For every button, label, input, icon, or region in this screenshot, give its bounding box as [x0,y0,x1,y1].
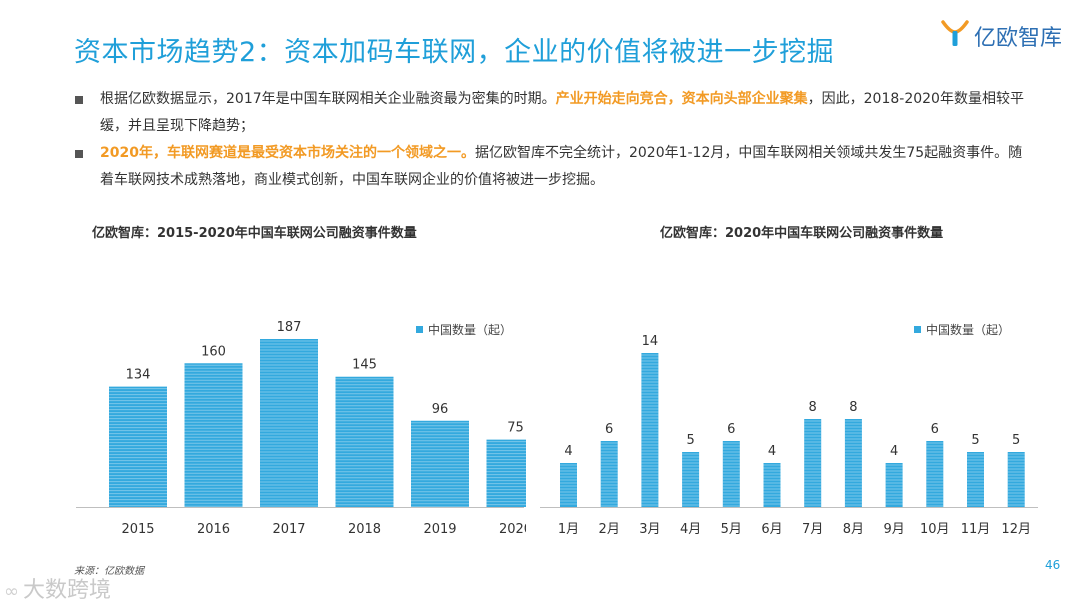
data-label: 6 [931,422,939,437]
x-tick-label: 1月 [558,522,579,537]
bar [926,441,944,507]
x-tick-label: 4月 [680,522,701,537]
x-tick-label: 6月 [761,522,782,537]
bar [682,452,700,507]
data-label: 6 [727,422,735,437]
bullet-highlight: 2020年，车联网赛道是最受资本市场关注的一个领域之一。 [100,145,475,161]
bar [109,386,167,507]
chart-yearly: 中国数量（起） 134 2015 160 2016 187 2017 145 2018 96 201… [76,320,526,537]
bar [804,419,822,507]
bar [260,339,318,507]
data-label: 8 [809,400,817,415]
x-tick-label: 2月 [599,522,620,537]
bar [411,420,469,507]
bullet-text: 根据亿欧数据显示，2017年是中国车联网相关企业融资最为密集的时期。 [100,91,556,107]
data-label: 4 [890,444,898,459]
x-tick-label: 10月 [920,522,950,537]
chart-title-yearly: 亿欧智库：2015-2020年中国车联网公司融资事件数量 [92,226,417,241]
data-label: 4 [564,444,572,459]
x-tick-label: 2020 [499,522,526,537]
x-tick-label: 2019 [423,522,456,537]
x-tick-label: 2018 [348,522,381,537]
data-label: 4 [768,444,776,459]
bar [486,439,526,507]
data-label: 5 [971,433,979,448]
source-note: 来源：亿欧数据 [74,566,144,577]
data-label: 14 [642,334,659,349]
bar [967,452,984,507]
bullet-text: ，因此，2018-2020年数量相较平缓，并且呈现下降趋势； [100,91,1024,134]
data-label: 6 [605,422,613,437]
data-label: 187 [277,320,302,335]
bar [335,376,394,507]
x-tick-label: 12月 [1001,522,1031,537]
bar [885,463,903,507]
x-tick-label: 2017 [272,522,305,537]
bullet-list: 根据亿欧数据显示，2017年是中国车联网相关企业融资最为密集的时期。产业开始走向… [74,86,1034,194]
bar [560,463,577,507]
x-tick-label: 11月 [961,522,991,537]
logo-text: 亿欧智库 [974,26,1063,51]
x-tick-label: 2015 [121,522,154,537]
bar [722,441,740,507]
data-label: 134 [126,368,151,383]
legend-label: 中国数量（起） [428,322,512,337]
x-tick-label: 5月 [721,522,742,537]
bar [184,363,243,507]
bar [763,463,781,507]
x-tick-label: 8月 [843,522,864,537]
x-tick-label: 7月 [802,522,823,537]
page-number: 46 [1045,558,1061,572]
legend-swatch [914,326,921,333]
chart-title-monthly: 亿欧智库：2020年中国车联网公司融资事件数量 [660,226,944,241]
x-tick-label: 2016 [197,522,230,537]
data-label: 160 [201,344,226,359]
bullet-text: 据亿欧智库不完全统计，2020年1-12月，中国车联网相关领域共发生75起融资事… [100,145,1023,188]
page-title: 资本市场趋势2：资本加码车联网，企业的价值将被进一步挖掘 [74,37,835,68]
data-label: 96 [432,402,449,417]
data-label: 5 [1012,433,1020,448]
legend-label: 中国数量（起） [926,322,1010,337]
bullet-highlight: 产业开始走向竞合，资本向头部企业聚集 [555,91,808,107]
data-label: 75 [507,421,524,436]
data-label: 145 [352,358,377,373]
bar [844,419,862,507]
logo-mark-icon [941,20,969,46]
bullet-square-icon [75,96,83,104]
watermark: ∞ 大数跨境 [4,572,111,604]
bullet-item: 根据亿欧数据显示，2017年是中国车联网相关企业融资最为密集的时期。产业开始走向… [74,86,1034,140]
data-label: 8 [849,400,857,415]
legend-swatch [416,326,423,333]
x-tick-label: 9月 [883,522,904,537]
bar [1007,452,1025,507]
bar [600,441,618,507]
brand-logo: 亿欧智库 [940,18,1063,51]
bar [641,353,659,507]
data-label: 5 [686,433,694,448]
x-tick-label: 3月 [639,522,660,537]
bullet-item: 2020年，车联网赛道是最受资本市场关注的一个领域之一。据亿欧智库不完全统计，2… [74,140,1034,194]
chart-monthly: 中国数量（起） 4 1月 6 2月 14 3月 5 4月 6 5月 4 6月 8 7月 8 8月 4 9月 6 10月 5… [540,322,1038,537]
watermark-logo-icon: ∞ [4,581,19,602]
watermark-text: 大数跨境 [23,578,112,603]
bullet-square-icon [75,150,83,158]
